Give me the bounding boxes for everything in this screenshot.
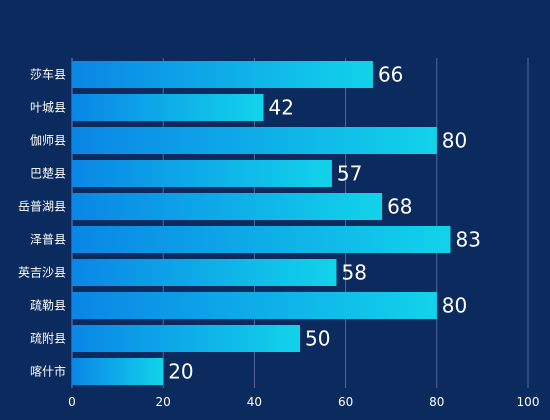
bar-0	[72, 61, 373, 88]
bar-7	[72, 292, 437, 319]
category-label-7: 疏勒县	[30, 298, 66, 313]
value-label-5: 83	[455, 228, 480, 252]
bar-9	[72, 358, 164, 385]
bar-5	[72, 226, 451, 253]
bars	[72, 61, 451, 385]
category-label-6: 英吉沙县	[18, 266, 66, 280]
bar-8	[72, 325, 300, 352]
value-label-0: 66	[378, 63, 403, 87]
category-label-4: 岳普湖县	[18, 199, 66, 214]
x-axis-ticks: 0 20 40 60 80 100	[68, 395, 539, 409]
x-tick-label: 80	[429, 395, 444, 409]
category-label-1: 叶城县	[30, 101, 66, 115]
x-tick-label: 100	[517, 395, 540, 409]
value-labels: 66 42 80 57 68 83 58 80 50 20	[168, 63, 481, 384]
x-tick-label: 40	[247, 395, 262, 409]
category-label-2: 伽师县	[30, 133, 66, 148]
x-tick-label: 20	[156, 395, 171, 409]
x-tick-label: 0	[68, 395, 76, 409]
value-label-4: 68	[387, 195, 412, 219]
category-label-9: 喀什市	[30, 364, 66, 379]
bar-2	[72, 127, 437, 154]
category-label-3: 巴楚县	[30, 167, 66, 181]
value-label-6: 58	[341, 261, 366, 285]
value-label-2: 80	[442, 129, 467, 153]
bar-3	[72, 160, 332, 187]
bar-6	[72, 259, 337, 286]
value-label-7: 80	[442, 294, 467, 318]
value-label-1: 42	[269, 96, 294, 120]
value-label-8: 50	[305, 327, 330, 351]
value-label-9: 20	[168, 360, 193, 384]
category-label-5: 泽普县	[30, 233, 66, 247]
category-label-8: 疏附县	[30, 331, 66, 346]
value-label-3: 57	[337, 162, 362, 186]
x-tick-label: 60	[338, 395, 353, 409]
bar-1	[72, 94, 264, 121]
bar-4	[72, 193, 383, 220]
category-label-0: 莎车县	[30, 67, 66, 82]
